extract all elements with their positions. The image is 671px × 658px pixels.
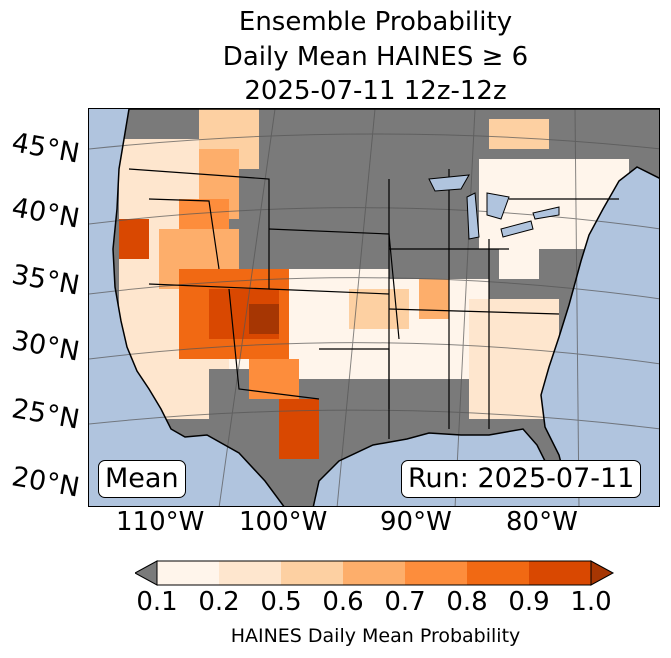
title-line-1: Ensemble Probability	[238, 7, 513, 37]
graticule	[89, 109, 659, 506]
colorbar-tick-label: 0.9	[508, 587, 550, 617]
colorbar-segment	[467, 561, 530, 585]
lat-label-40n: 40°N	[9, 192, 82, 235]
colorbar-tick-label: 0.5	[260, 587, 302, 617]
west-texas-area	[249, 359, 299, 399]
lat-label-35n: 35°N	[9, 259, 82, 302]
colorbar-tick-label: 0.8	[446, 587, 488, 617]
colorbar-segment	[343, 561, 406, 585]
map-panel	[88, 108, 660, 507]
colorbar-tick-label: 0.7	[384, 587, 426, 617]
run-date-box: Run: 2025-07-11	[401, 460, 642, 498]
state-borders	[128, 168, 619, 439]
arkansas-area	[419, 279, 449, 319]
title-line-2: Daily Mean HAINES ≥ 6	[222, 42, 529, 72]
colorbar-segment	[281, 561, 344, 585]
lon-label-100w: 100°W	[239, 507, 328, 537]
lat-label-20n: 20°N	[9, 461, 82, 504]
colorbar	[135, 560, 615, 586]
lon-label-110w: 110°W	[116, 507, 205, 537]
lon-label-90w: 90°W	[380, 507, 452, 537]
colorbar-tick-label: 1.0	[570, 587, 612, 617]
colorbar-tick-label: 0.2	[198, 587, 240, 617]
colorbar-over-arrow	[590, 560, 615, 586]
colorbar-outline	[156, 560, 592, 586]
mexico-core	[279, 399, 319, 459]
coastline	[112, 109, 659, 506]
colorbar-label: HAINES Daily Mean Probability	[230, 625, 521, 647]
colorbar-segment	[529, 561, 592, 585]
lat-label-45n: 45°N	[9, 127, 82, 170]
new-mexico-core	[249, 304, 279, 334]
title-line-3: 2025-07-11 12z-12z	[244, 76, 507, 106]
lon-label-80w: 80°W	[506, 507, 578, 537]
great-lakes	[428, 174, 560, 240]
lat-label-30n: 30°N	[9, 325, 82, 368]
colorbar-segment	[219, 561, 282, 585]
colorbar-segment	[405, 561, 468, 585]
canada-east-area	[489, 119, 549, 149]
lat-label-25n: 25°N	[9, 393, 82, 436]
california-area	[119, 219, 149, 259]
colorbar-segments	[157, 561, 592, 585]
colorbar-segment	[157, 561, 220, 585]
probability-map	[89, 109, 659, 506]
colorbar-under-arrow	[135, 560, 158, 586]
colorbar-tick-label: 0.6	[322, 587, 364, 617]
northern-plains-nodata	[269, 159, 369, 239]
colorbar-tick-label: 0.1	[136, 587, 178, 617]
mean-label-box: Mean	[98, 460, 186, 498]
